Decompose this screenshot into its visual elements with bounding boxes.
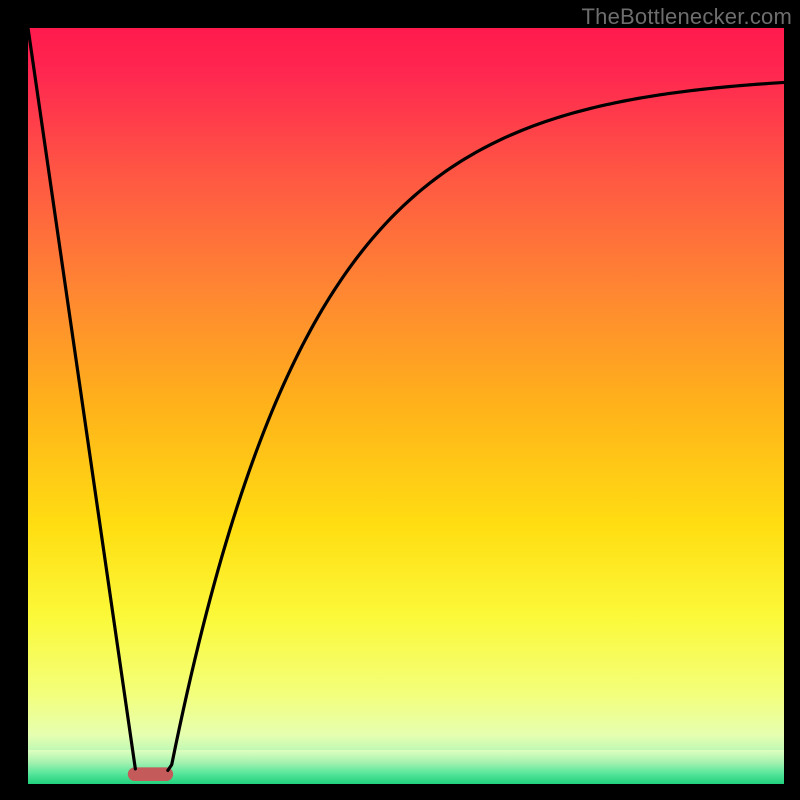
plot-area [28, 28, 784, 784]
right-rising-curve [168, 82, 784, 770]
left-falling-line [28, 28, 135, 769]
watermark-link[interactable]: TheBottlenecker.com [582, 4, 792, 30]
chart-frame: TheBottlenecker.com [0, 0, 800, 800]
bottleneck-curves [28, 28, 784, 784]
